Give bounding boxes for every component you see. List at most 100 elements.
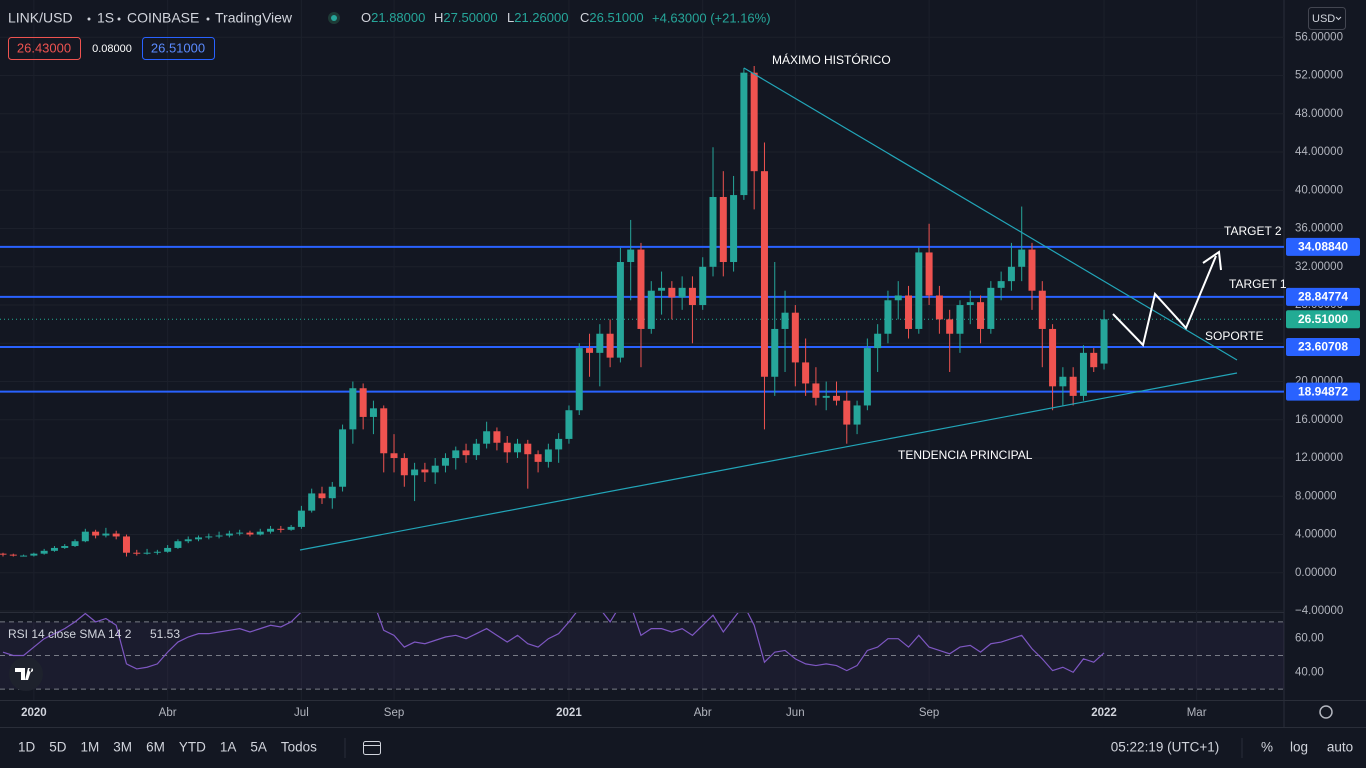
price-label: 26.51000 [1298, 312, 1348, 326]
candle-body [699, 266, 707, 306]
y-tick-label: −4.00000 [1295, 605, 1343, 617]
candle-body [287, 526, 295, 530]
price-label: 28.84774 [1298, 290, 1348, 304]
range-button[interactable]: 1M [81, 740, 100, 755]
candle-body [884, 300, 892, 334]
candle-body [853, 405, 861, 425]
bid: 26.43000 [17, 40, 71, 55]
y-tick-label: 4.00000 [1295, 529, 1337, 541]
candle-body [596, 333, 604, 353]
annotation: TENDENCIA PRINCIPAL [898, 448, 1033, 462]
candle-body [452, 450, 460, 459]
candle-body [802, 362, 810, 384]
candle-body [297, 510, 305, 527]
chevron [1335, 16, 1342, 21]
y-tick-label: 12.00000 [1295, 452, 1343, 464]
candle-body [40, 550, 48, 554]
settings[interactable] [1319, 705, 1333, 719]
range-button[interactable]: 3M [113, 740, 132, 755]
price-label-box [1286, 382, 1360, 401]
y-tick-label: 16.00000 [1295, 414, 1343, 426]
candle-body [112, 533, 120, 537]
range-button[interactable]: 1A [220, 740, 237, 755]
annotation: TARGET 2 [1224, 224, 1282, 238]
candle-body [462, 450, 470, 456]
range-button[interactable]: YTD [179, 740, 206, 755]
candle-body [1079, 352, 1087, 396]
range-button[interactable]: 1D [18, 740, 36, 755]
candle-body [627, 249, 635, 263]
candle-body [658, 287, 666, 291]
candle-body [740, 72, 748, 196]
clock: 05:22:19 (UTC+1) [1111, 740, 1219, 755]
range-button[interactable]: Todos [281, 740, 317, 755]
candle-body [493, 431, 501, 443]
spread: 0.08000 [92, 43, 132, 55]
logo[interactable] [9, 657, 43, 691]
auto-toggle[interactable]: auto [1327, 740, 1353, 755]
candle-body [637, 249, 645, 329]
candle-body [987, 287, 995, 329]
candle-body [760, 171, 768, 377]
exchange: COINBASE [127, 10, 199, 26]
candle-body [1038, 290, 1046, 329]
y-tick-label: 36.00000 [1295, 223, 1343, 235]
x-tick-label: Jul [294, 707, 309, 719]
ohlc-label: O [361, 10, 371, 25]
price-axis: 56.00000 52.00000 48.00000 44.00000 40.00000… [1286, 31, 1360, 678]
candle-body [9, 554, 17, 556]
range-button[interactable]: 5A [250, 740, 267, 755]
log-toggle[interactable]: log [1290, 740, 1308, 755]
candle-body [1007, 266, 1015, 282]
candle-body [586, 348, 594, 353]
candle-body [92, 531, 100, 536]
candle-body [390, 453, 398, 459]
candle-body [822, 395, 830, 398]
annotation: SOPORTE [1205, 329, 1263, 343]
candle-body [195, 537, 203, 540]
candle-body [102, 533, 110, 536]
x-tick-label: Sep [919, 707, 939, 719]
candle-body [832, 395, 840, 401]
candle-body [441, 458, 449, 466]
x-tick-label: Mar [1187, 707, 1207, 719]
candle-body [1049, 328, 1057, 387]
change: +4.63000 (+21.16%) [652, 10, 771, 25]
x-tick-label: Abr [694, 707, 712, 719]
candle-body [534, 454, 542, 462]
candle-body [874, 333, 882, 349]
candle-body [308, 493, 316, 511]
ohlc-label: H [434, 10, 443, 25]
ohlc-value: 21.26000 [514, 10, 568, 25]
y-tick-label: 40.00000 [1295, 184, 1343, 196]
candle-body [143, 552, 151, 554]
ask-box[interactable] [142, 37, 215, 60]
rsi-value: 51.53 [150, 627, 180, 641]
bid-box[interactable] [8, 37, 81, 60]
candle-body [50, 547, 58, 551]
candle-body [647, 290, 655, 329]
candle-body [369, 408, 377, 417]
percent-toggle[interactable]: % [1261, 740, 1273, 755]
ohlc-item: C26.51000 [580, 10, 644, 25]
date-range-icon[interactable] [363, 741, 381, 755]
x-tick-label: Sep [384, 707, 404, 719]
ohlc-value: 26.51000 [589, 10, 643, 25]
separator-dot [206, 17, 210, 21]
range-button[interactable]: 6M [146, 740, 165, 755]
price-label-box [1286, 237, 1360, 256]
projection-arrowhead [1202, 250, 1222, 271]
y-tick-label: 44.00000 [1295, 146, 1343, 158]
candle-body [400, 458, 408, 476]
currency-button[interactable] [1308, 7, 1346, 30]
candle-body [791, 312, 799, 363]
y-tick-label: 56.00000 [1295, 31, 1343, 43]
annotation: MÁXIMO HISTÓRICO [772, 52, 891, 67]
candle-body [328, 486, 336, 499]
candle-body [812, 383, 820, 398]
rsi-tick-label: 40.00 [1295, 666, 1324, 678]
candle-body [771, 328, 779, 377]
range-button[interactable]: 5D [49, 740, 67, 755]
